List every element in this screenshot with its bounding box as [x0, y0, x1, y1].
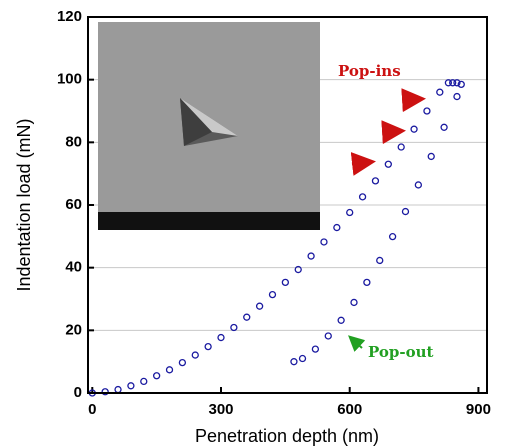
y-axis-label: Indentation load (mN) [14, 118, 34, 291]
data-point [428, 153, 434, 159]
data-point [321, 239, 327, 245]
data-point [257, 303, 263, 309]
annotation: Pop-ins [338, 62, 401, 80]
data-point [300, 356, 306, 362]
data-point [372, 178, 378, 184]
y-tick-label: 20 [65, 321, 82, 338]
data-point [347, 210, 353, 216]
data-point [282, 279, 288, 285]
annotation: Pop-out [368, 343, 434, 361]
y-tick-label: 80 [65, 133, 82, 150]
y-tick-label: 0 [74, 384, 82, 401]
data-point [415, 182, 421, 188]
data-point [312, 346, 318, 352]
data-point [334, 225, 340, 231]
data-point [115, 387, 121, 393]
data-point [398, 144, 404, 150]
x-tick-label: 300 [208, 401, 233, 418]
data-point [437, 89, 443, 95]
y-tick-label: 100 [57, 71, 82, 88]
arrow [384, 131, 400, 132]
arrow [404, 99, 420, 100]
data-point [411, 126, 417, 132]
data-point [291, 359, 297, 365]
chart: 0 20 40 60 80 100 120 0 300 600 900 Pop-ins Pop-ou… [0, 0, 519, 447]
data-point [179, 360, 185, 366]
data-point [390, 234, 396, 240]
arrow [352, 162, 370, 164]
data-point [231, 325, 237, 331]
data-point [402, 209, 408, 215]
data-point [338, 317, 344, 323]
x-tick-label: 600 [337, 401, 362, 418]
data-point [454, 94, 460, 100]
sem-inset [98, 22, 320, 230]
y-tick-label: 40 [65, 259, 82, 276]
data-point [244, 314, 250, 320]
data-point [360, 194, 366, 200]
data-point [351, 299, 357, 305]
arrow [351, 338, 362, 348]
data-point [218, 335, 224, 341]
data-point [154, 373, 160, 379]
x-tick-label: 900 [466, 401, 491, 418]
data-point [128, 383, 134, 389]
data-point [192, 352, 198, 358]
data-point [377, 257, 383, 263]
data-point [308, 253, 314, 259]
y-tick-label: 120 [57, 8, 82, 25]
data-point [364, 279, 370, 285]
x-tick-label: 0 [88, 401, 96, 418]
data-point [167, 367, 173, 373]
y-tick-label: 60 [65, 196, 82, 213]
data-point [205, 344, 211, 350]
data-point [441, 124, 447, 130]
data-point [385, 161, 391, 167]
data-point [141, 378, 147, 384]
data-point [424, 108, 430, 114]
data-point [325, 333, 331, 339]
data-point [269, 292, 275, 298]
x-axis-label: Penetration depth (nm) [195, 426, 379, 446]
